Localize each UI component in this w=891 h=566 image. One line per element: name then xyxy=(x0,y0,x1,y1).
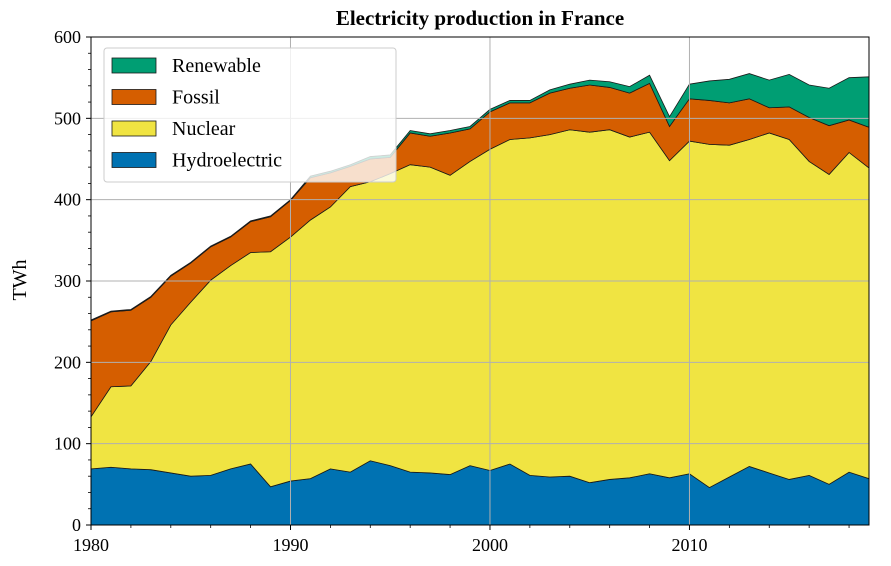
legend-label-hydroelectric: Hydroelectric xyxy=(172,150,282,172)
legend-swatch-fossil xyxy=(111,89,157,105)
legend-label-fossil: Fossil xyxy=(172,87,220,109)
y-axis-label: TWh xyxy=(9,259,31,300)
y-tick-label: 200 xyxy=(54,352,81,372)
area-nuclear xyxy=(90,129,870,489)
grid-lines xyxy=(91,37,869,525)
y-tick-label: 400 xyxy=(54,190,81,210)
y-tick-label: 100 xyxy=(54,434,81,454)
legend: Renewable Fossil Nuclear Hydroelectric xyxy=(103,47,397,183)
x-tick-label: 1980 xyxy=(73,535,109,555)
x-tick-label: 2010 xyxy=(671,535,707,555)
axes: 0 100 200 300 400 500 600 1980 1990 2000 2010 xyxy=(54,27,870,555)
legend-swatch-renewable xyxy=(111,57,157,74)
y-tick-label: 300 xyxy=(54,271,81,291)
legend-box xyxy=(103,47,397,183)
y-tick-label: 600 xyxy=(54,27,81,47)
legend-label-nuclear: Nuclear xyxy=(172,118,236,140)
legend-label-renewable: Renewable xyxy=(172,55,261,77)
y-tick-label: 0 xyxy=(72,515,81,535)
x-tick-label: 1990 xyxy=(272,535,308,555)
chart-title: Electricity production in France xyxy=(336,6,624,30)
y-tick-label: 500 xyxy=(54,108,81,128)
x-tick-label: 2000 xyxy=(472,535,508,555)
stacked-areas xyxy=(90,73,870,526)
legend-swatch-nuclear xyxy=(111,120,157,137)
legend-swatch-hydroelectric xyxy=(111,152,157,168)
